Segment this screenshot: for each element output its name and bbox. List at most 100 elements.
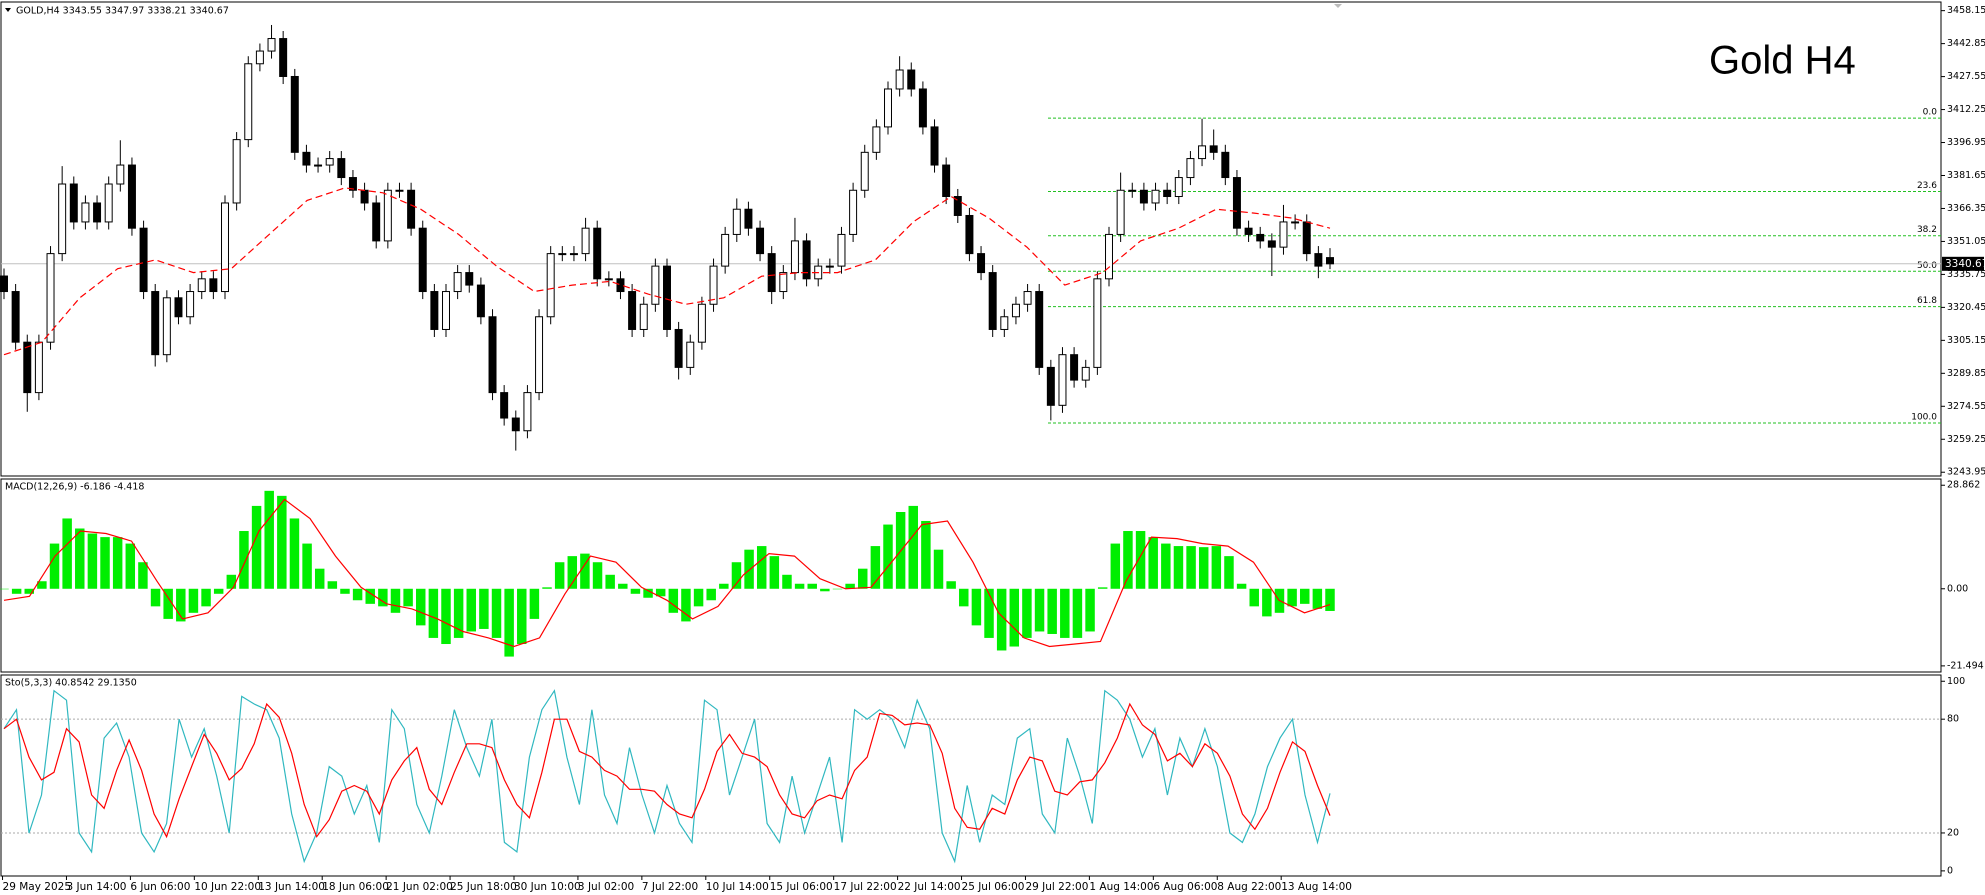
macd-bar bbox=[37, 581, 47, 589]
macd-bar bbox=[580, 553, 590, 589]
y-tick-label: 3458.15 bbox=[1947, 5, 1985, 16]
macd-bar bbox=[1123, 531, 1133, 589]
macd-bar bbox=[176, 588, 186, 622]
candle-body bbox=[1186, 158, 1195, 179]
candle-body bbox=[221, 202, 229, 293]
x-tick-label: 22 Jul 14:00 bbox=[898, 881, 961, 893]
macd-bar bbox=[188, 588, 199, 613]
macd-bar bbox=[984, 588, 994, 638]
candle-body bbox=[756, 227, 765, 255]
macd-bar bbox=[264, 490, 274, 589]
macd-bar bbox=[1135, 531, 1146, 589]
candle-body bbox=[314, 164, 323, 167]
macd-bar bbox=[504, 588, 514, 657]
candle-body bbox=[186, 291, 195, 318]
x-tick-label: 25 Jul 06:00 bbox=[962, 881, 1025, 893]
macd-bar bbox=[921, 520, 931, 589]
candle-body bbox=[11, 291, 20, 343]
candle-body bbox=[1070, 354, 1079, 381]
macd-bar bbox=[769, 556, 780, 589]
candle-body bbox=[279, 38, 288, 77]
candle-body bbox=[1209, 145, 1218, 153]
candle-body bbox=[674, 328, 683, 368]
y-tick-label: 3366.35 bbox=[1947, 203, 1985, 214]
macd-bar bbox=[605, 574, 615, 589]
macd-bar bbox=[466, 588, 476, 632]
candle-body bbox=[709, 265, 718, 305]
candle-body bbox=[418, 227, 427, 293]
macd-bar bbox=[845, 583, 855, 589]
x-tick-label: 15 Jul 06:00 bbox=[770, 881, 833, 893]
candle-body bbox=[383, 189, 392, 242]
macd-bar bbox=[1224, 556, 1234, 589]
macd-bar bbox=[554, 562, 565, 589]
macd-bar bbox=[491, 588, 502, 638]
candle-body bbox=[69, 183, 78, 223]
candle-body bbox=[744, 208, 753, 229]
y-tick-label: 28.862 bbox=[1947, 480, 1980, 491]
y-tick-label: 3305.15 bbox=[1947, 335, 1985, 346]
macd-bar bbox=[933, 549, 944, 589]
macd-bar bbox=[681, 588, 691, 622]
price-panel-frame bbox=[0, 1, 1942, 477]
candle-body bbox=[395, 189, 404, 192]
x-tick-label: 8 Aug 22:00 bbox=[1217, 881, 1281, 893]
candle-body bbox=[884, 88, 892, 128]
candle-body bbox=[488, 316, 497, 394]
macd-bar bbox=[883, 524, 893, 589]
x-tick-label: 10 Jul 14:00 bbox=[706, 881, 769, 893]
macd-bar bbox=[807, 583, 817, 589]
candle-body bbox=[1291, 221, 1300, 224]
candle-body bbox=[0, 275, 8, 293]
y-tick-label: 3351.05 bbox=[1947, 236, 1985, 247]
macd-bar bbox=[453, 588, 464, 638]
x-tick-label: 17 Jul 22:00 bbox=[834, 881, 897, 893]
candle-body bbox=[639, 303, 648, 330]
y-tick-label: 80 bbox=[1947, 714, 1959, 725]
candle-body bbox=[965, 214, 974, 255]
dropdown-arrow[interactable] bbox=[5, 8, 11, 12]
candle-body bbox=[407, 189, 416, 229]
macd-bar bbox=[592, 562, 603, 589]
macd-bar bbox=[213, 588, 224, 594]
macd-bar bbox=[870, 546, 881, 589]
candle-body bbox=[453, 272, 462, 293]
x-tick-label: 6 Aug 06:00 bbox=[1153, 881, 1217, 893]
fib-label: 61.8 bbox=[1917, 296, 1937, 306]
candle-body bbox=[511, 417, 520, 432]
macd-bar bbox=[1249, 588, 1259, 607]
macd-bar bbox=[517, 588, 527, 645]
candle-body bbox=[732, 208, 741, 235]
macd-bar bbox=[655, 588, 666, 597]
macd-bar bbox=[1148, 537, 1158, 589]
fib-label: 23.6 bbox=[1917, 181, 1937, 191]
candle-body bbox=[569, 253, 578, 256]
macd-signal-line bbox=[3, 498, 1331, 648]
fib-label: 38.2 bbox=[1917, 225, 1937, 235]
candle-body bbox=[1081, 366, 1090, 381]
macd-bar bbox=[959, 588, 969, 607]
candle-body bbox=[1244, 227, 1253, 235]
candle-body bbox=[663, 265, 671, 330]
macd-bar bbox=[390, 588, 401, 613]
candle-body bbox=[139, 227, 148, 293]
candle-body bbox=[942, 164, 951, 198]
y-tick-label: 3259.25 bbox=[1947, 434, 1985, 445]
y-tick-label: 3335.75 bbox=[1947, 269, 1985, 280]
x-tick-label: 13 Jun 14:00 bbox=[258, 881, 325, 893]
shift-marker bbox=[1334, 4, 1342, 8]
candle-body bbox=[953, 196, 962, 216]
y-tick-label: 0 bbox=[1947, 865, 1953, 876]
macd-bar bbox=[1211, 546, 1222, 589]
macd-bar bbox=[441, 588, 451, 645]
stochastic-main-line bbox=[3, 689, 1331, 864]
candle-body bbox=[860, 151, 869, 191]
candle-body bbox=[162, 297, 171, 356]
panel-title: GOLD,H4 3343.55 3347.97 3338.21 3340.67 bbox=[16, 6, 229, 17]
candle-body bbox=[442, 291, 450, 330]
fib-label: 0.0 bbox=[1923, 108, 1938, 118]
candle-body bbox=[1116, 189, 1125, 235]
macd-bar bbox=[1173, 546, 1184, 589]
candle-body bbox=[372, 202, 381, 242]
candle-body bbox=[1128, 189, 1137, 192]
